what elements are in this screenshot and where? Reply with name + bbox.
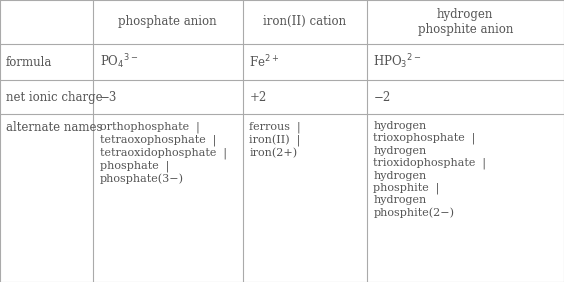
Text: −2: −2 — [373, 91, 391, 104]
Text: PO$_4$$^{3-}$: PO$_4$$^{3-}$ — [100, 53, 138, 71]
Text: phosphate anion: phosphate anion — [118, 15, 217, 28]
Text: HPO$_3$$^{2-}$: HPO$_3$$^{2-}$ — [373, 53, 422, 71]
Text: formula: formula — [6, 56, 52, 69]
Text: iron(II) cation: iron(II) cation — [263, 15, 346, 28]
Text: hydrogen
phosphite anion: hydrogen phosphite anion — [417, 8, 513, 36]
Text: +2: +2 — [249, 91, 267, 104]
Text: Fe$^{2+}$: Fe$^{2+}$ — [249, 54, 279, 70]
Text: −3: −3 — [100, 91, 117, 104]
Text: ferrous  |
iron(II)  |
iron(2+): ferrous | iron(II) | iron(2+) — [249, 121, 301, 158]
Text: orthophosphate  |
tetraoxophosphate  |
tetraoxidophosphate  |
phosphate  |
phosp: orthophosphate | tetraoxophosphate | tet… — [100, 121, 227, 184]
Text: net ionic charge: net ionic charge — [6, 91, 102, 104]
Text: hydrogen
trioxophosphate  |
hydrogen
trioxidophosphate  |
hydrogen
phosphite  |
: hydrogen trioxophosphate | hydrogen trio… — [373, 121, 486, 218]
Text: alternate names: alternate names — [6, 121, 102, 134]
